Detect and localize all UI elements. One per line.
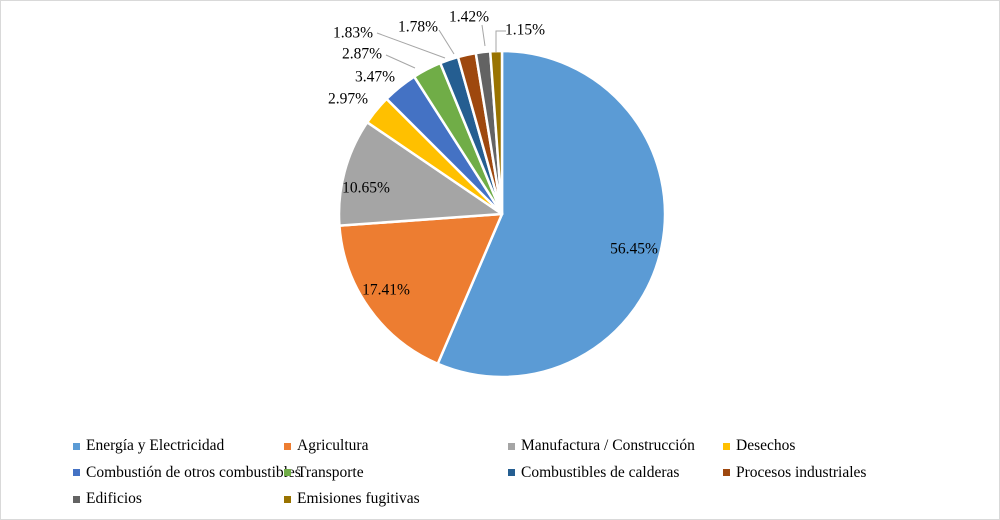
pie-slice-agricultura [338, 212, 504, 366]
leader-line-procesos-industriales [438, 29, 455, 55]
data-label-procesos-industriales: 1.78% [398, 19, 438, 36]
data-label-agricultura: 17.41% [362, 282, 410, 299]
leader-line-combustibles-de-calderas [376, 32, 446, 59]
leader-line-emisiones-fugitivas [495, 30, 506, 52]
pie-slice-energia-y-electricidad [436, 49, 667, 379]
data-label-combustibles-de-calderas: 1.83% [333, 25, 373, 42]
data-label-manufactura-construccion: 10.65% [342, 180, 390, 197]
leader-line-edificios [481, 24, 486, 47]
data-label-emisiones-fugitivas: 1.15% [505, 22, 545, 39]
data-label-edificios: 1.42% [449, 9, 489, 26]
leader-line-transporte [385, 54, 416, 69]
data-label-desechos: 2.97% [328, 91, 368, 108]
data-label-combustion-de-otros-combustibles: 3.47% [355, 69, 395, 86]
pie-slice-manufactura-construccion [337, 121, 504, 227]
data-label-energia-y-electricidad: 56.45% [610, 241, 658, 258]
data-label-transporte: 2.87% [342, 46, 382, 63]
